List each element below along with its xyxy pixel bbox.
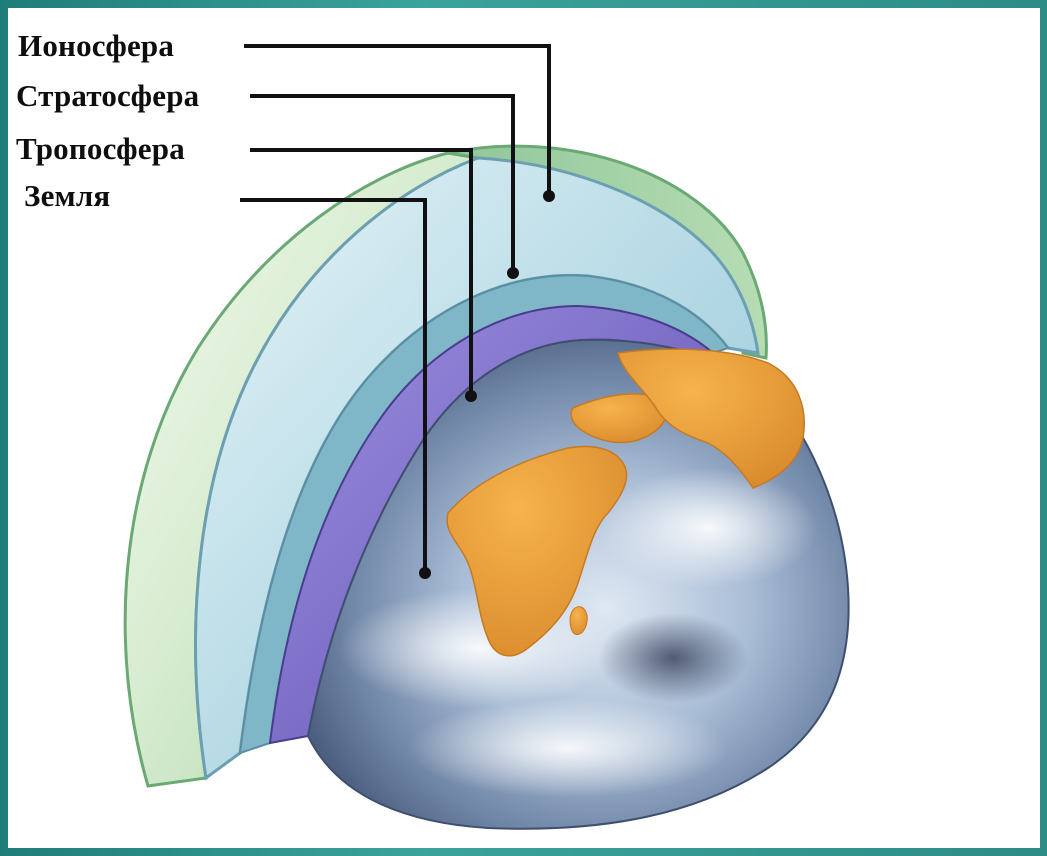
leader-lines: [240, 44, 551, 572]
leader-line-troposphere: [250, 148, 473, 395]
leader-dots: [419, 190, 555, 579]
leader-dot-troposphere: [465, 390, 477, 402]
label-earth: Земля: [24, 178, 111, 213]
island-madagascar: [569, 606, 588, 635]
continent-africa: [446, 445, 628, 657]
leader-dot-ionosphere: [543, 190, 555, 202]
leader-dot-stratosphere: [507, 267, 519, 279]
label-troposphere: Тропосфера: [16, 131, 185, 166]
continent-asia: [617, 348, 805, 489]
cloud-cover: [338, 588, 618, 708]
cloud-cover: [598, 468, 818, 588]
leader-line-stratosphere: [250, 94, 515, 272]
atmosphere-layers-diagram: [123, 44, 850, 830]
diagram-panel: Ионосфера Стратосфера Тропосфера Земля: [8, 8, 1040, 848]
label-ionosphere: Ионосфера: [18, 28, 175, 63]
leader-line-ionosphere: [244, 44, 551, 195]
storm-shadow: [598, 613, 748, 703]
leader-line-earth: [240, 198, 427, 572]
cloud-cover: [408, 698, 728, 798]
leader-dot-earth: [419, 567, 431, 579]
label-stratosphere: Стратосфера: [16, 78, 200, 113]
continent-arabia: [570, 393, 667, 444]
